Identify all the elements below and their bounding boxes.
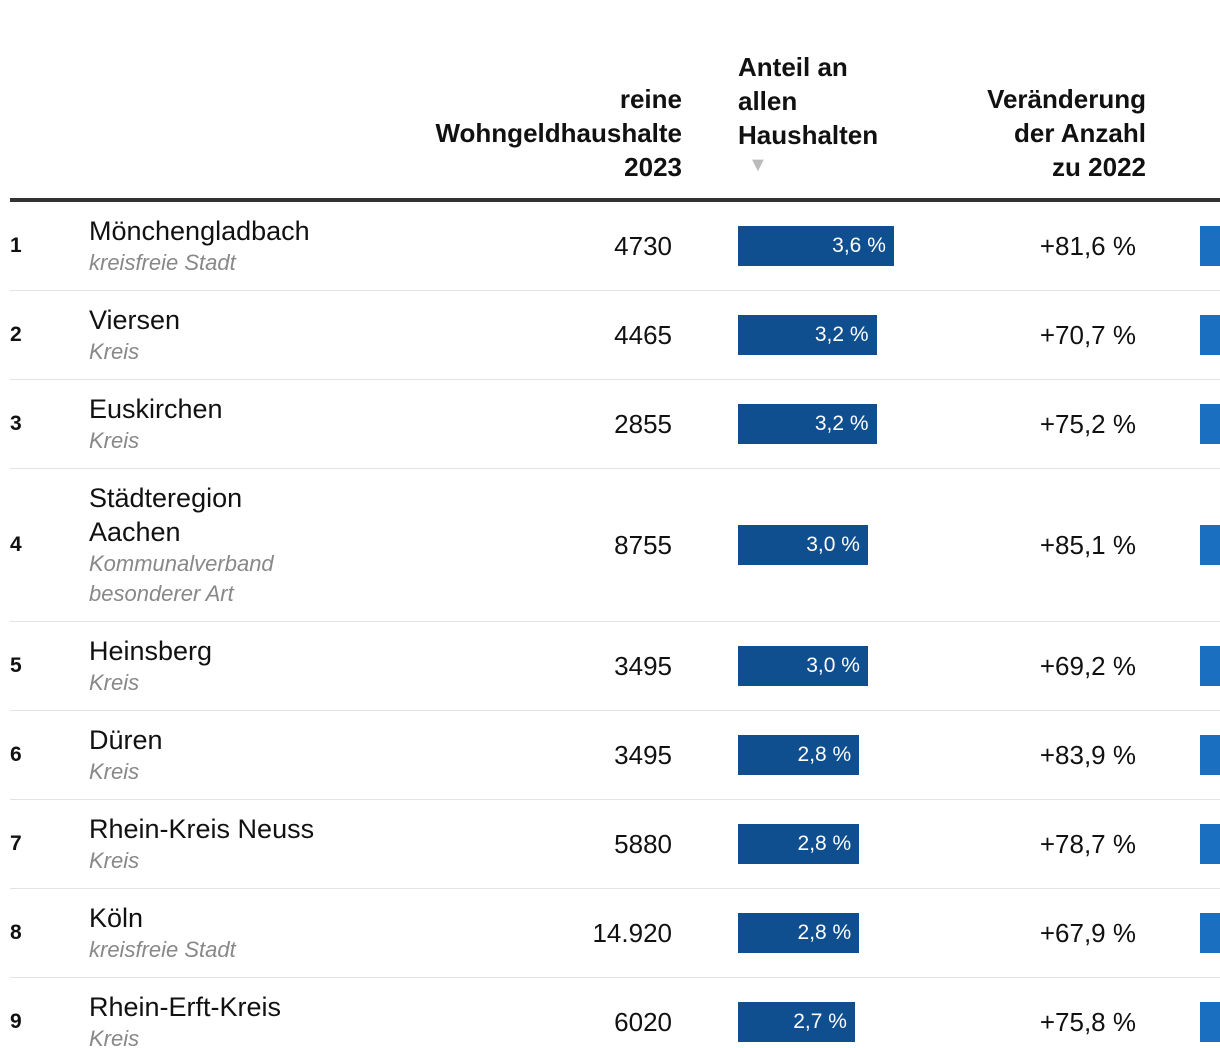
region-kind: Kreis [89,670,140,695]
rank: 1 [10,234,22,257]
header-line: allen [738,86,798,116]
region-kind: kreisfreie Stadt [89,250,236,275]
table-row: 1 Mönchengladbach kreisfreie Stadt 4730 3,6 … [10,202,1220,291]
region-name: Köln [89,903,144,933]
region-name: Viersen [89,305,181,335]
household-count: 4730 [614,230,672,261]
household-count: 8755 [614,529,672,560]
region-kind: Kreis [89,339,140,364]
household-count: 3495 [614,739,672,770]
share-bar: 3,0 % [738,525,868,565]
table-row: 8 Köln kreisfreie Stadt 14.920 2,8 % +67,9 % [10,889,1220,978]
region-name: Rhein-Erft-Kreis [89,992,282,1022]
rank: 8 [10,921,22,944]
change-value: +85,1 % [1039,529,1136,560]
region-name: Mönchengladbach [89,216,310,246]
change-value: +67,9 % [1039,917,1136,948]
change-value: +75,2 % [1039,408,1136,439]
count-header: reine Wohngeldhaushalte 2023 [435,82,682,184]
header-line: der Anzahl [1014,118,1146,148]
table-header: reine Wohngeldhaushalte 2023 Anteil an alle… [10,0,1220,202]
region-kind: Kreis [89,428,140,453]
header-line: Veränderung [987,84,1146,114]
share-bar: 3,2 % [738,404,877,444]
table-row: 7 Rhein-Kreis Neuss Kreis 5880 2,8 % +78,7 % [10,800,1220,889]
header-line: Haushalten [738,120,879,150]
share-bar: 3,0 % [738,646,868,686]
household-count: 14.920 [592,917,672,948]
rank: 9 [10,1010,22,1033]
table-row: 2 Viersen Kreis 4465 3,2 % +70,7 % [10,291,1220,380]
region-name: Düren [89,725,163,755]
rank: 5 [10,654,22,677]
name-cell: Mönchengladbach kreisfreie Stadt [89,202,329,290]
name-cell: Viersen Kreis [89,291,329,379]
rank: 4 [10,533,22,556]
change-header: Veränderung der Anzahl zu 2022 [987,82,1146,184]
name-cell: Städteregion Aachen Kommunalverband beson… [89,469,329,621]
change-value: +78,7 % [1039,828,1136,859]
name-cell: Heinsberg Kreis [89,622,329,710]
rank: 7 [10,832,22,855]
region-kind: Kreis [89,759,140,784]
clipped-column-bar [1200,913,1220,953]
share-bar: 3,6 % [738,226,894,266]
clipped-column-bar [1200,404,1220,444]
name-cell: Rhein-Kreis Neuss Kreis [89,800,329,888]
rank: 2 [10,323,22,346]
change-value: +70,7 % [1039,319,1136,350]
name-cell: Euskirchen Kreis [89,380,329,468]
table-body: 1 Mönchengladbach kreisfreie Stadt 4730 3,6 … [10,202,1220,1048]
share-bar: 2,8 % [738,735,860,775]
header-line: Anteil an [738,52,848,82]
household-count: 2855 [614,408,672,439]
share-bar: 2,8 % [738,913,860,953]
change-value: +69,2 % [1039,650,1136,681]
clipped-column-bar [1200,824,1220,864]
clipped-column-bar [1200,315,1220,355]
header-line: reine [619,84,682,114]
clipped-column-bar [1200,735,1220,775]
change-value: +81,6 % [1039,230,1136,261]
table-row: 4 Städteregion Aachen Kommunalverband beso… [10,469,1220,622]
region-kind: kreisfreie Stadt [89,937,236,962]
table-row: 9 Rhein-Erft-Kreis Kreis 6020 2,7 % +75,8 % [10,978,1220,1048]
clipped-column-bar [1200,1002,1220,1042]
name-cell: Rhein-Erft-Kreis Kreis [89,978,329,1048]
household-count: 3495 [614,650,672,681]
region-name: Euskirchen [89,394,223,424]
header-line: zu 2022 [1052,152,1146,182]
region-kind: Kreis [89,848,140,873]
table-row: 3 Euskirchen Kreis 2855 3,2 % +75,2 % [10,380,1220,469]
region-name: Städteregion Aachen [89,483,243,547]
sort-arrow: ▼ [748,154,768,176]
name-cell: Köln kreisfreie Stadt [89,889,329,977]
table-row: 6 Düren Kreis 3495 2,8 % +83,9 % [10,711,1220,800]
table-row: 5 Heinsberg Kreis 3495 3,0 % +69,2 % [10,622,1220,711]
region-kind: Kreis [89,1026,140,1048]
clipped-column-bar [1200,525,1220,565]
name-cell: Düren Kreis [89,711,329,799]
share-bar: 3,2 % [738,315,877,355]
rank: 3 [10,412,22,435]
header-line: 2023 [624,152,682,182]
region-name: Rhein-Kreis Neuss [89,814,315,844]
household-count: 5880 [614,828,672,859]
share-bar: 2,8 % [738,824,860,864]
change-value: +83,9 % [1039,739,1136,770]
household-count: 4465 [614,319,672,350]
change-value: +75,8 % [1039,1006,1136,1037]
region-kind: Kommunalverband besonderer Art [89,551,274,606]
share-header[interactable]: Anteil an allen Haushalten ▼ [738,50,878,178]
region-name: Heinsberg [89,636,213,666]
clipped-column-bar [1200,646,1220,686]
household-count: 6020 [614,1006,672,1037]
clipped-column-bar [1200,226,1220,266]
header-line: Wohngeldhaushalte [435,118,682,148]
rank: 6 [10,743,22,766]
share-bar: 2,7 % [738,1002,855,1042]
